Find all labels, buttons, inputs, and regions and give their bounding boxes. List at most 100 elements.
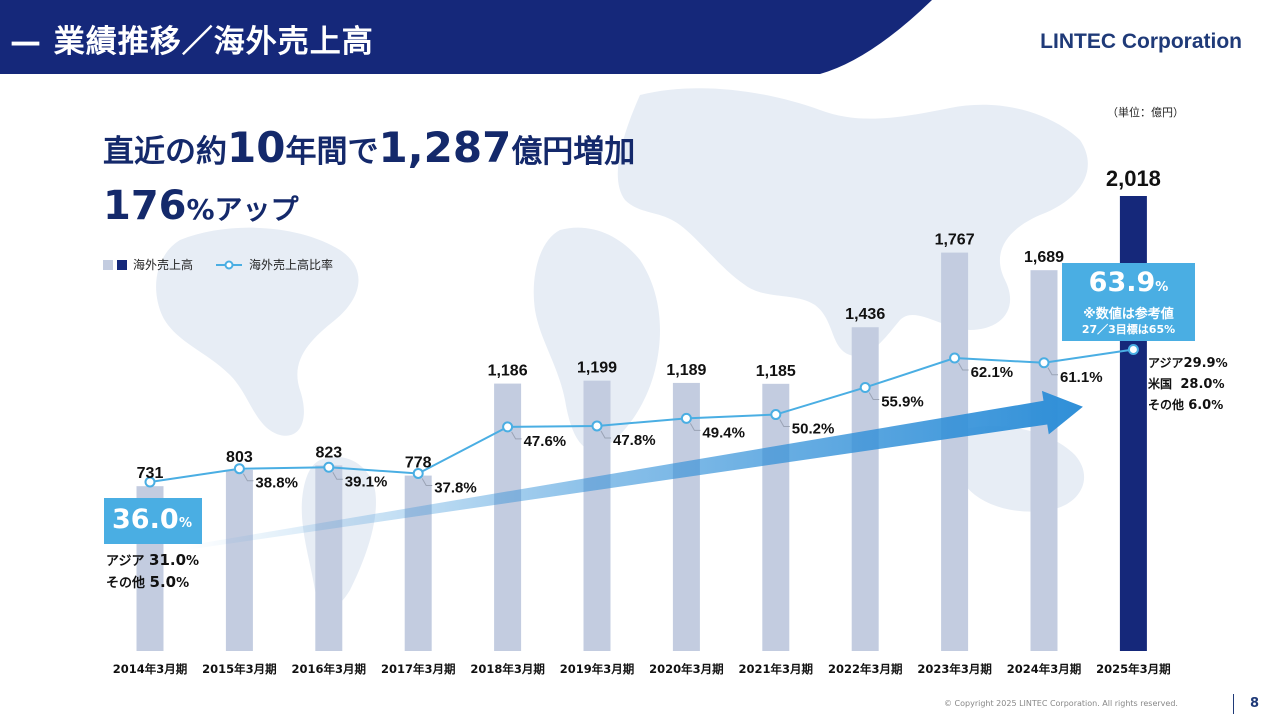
headline1-b: 10 xyxy=(227,123,286,172)
bar-value-label: 1,689 xyxy=(1024,249,1064,266)
ratio-point xyxy=(502,421,514,433)
bar xyxy=(941,252,969,652)
legend: 海外売上高 海外売上高比率 xyxy=(103,256,333,273)
ratio-point xyxy=(1038,357,1050,369)
label-leader xyxy=(689,423,701,431)
headline2-b: %アップ xyxy=(186,193,299,226)
x-tick-label: 2017年3月期 xyxy=(381,662,456,676)
breakdown-row: その他 6.0% xyxy=(1148,398,1224,413)
ratio-point xyxy=(323,461,335,473)
ratio-value-label: 61.1% xyxy=(1060,369,1103,386)
ratio-value-label: 47.8% xyxy=(613,432,656,449)
callout-2014-ratio: 36.0 % xyxy=(104,498,202,544)
ratio-value-label: 55.9% xyxy=(881,393,924,410)
ratio-value-label: 39.1% xyxy=(345,473,388,490)
ratio-value-label: 50.2% xyxy=(792,421,835,438)
ratio-value-label: 62.1% xyxy=(971,364,1014,381)
x-tick-label: 2018年3月期 xyxy=(470,662,545,676)
bar xyxy=(225,469,253,651)
headline-line1: 直近の約10年間で1,287億円増加 xyxy=(103,123,635,172)
x-tick-label: 2021年3月期 xyxy=(739,662,814,676)
company-logo-text: LINTEC Corporation xyxy=(1040,30,1242,53)
x-tick-label: 2015年3月期 xyxy=(202,662,277,676)
bar-value-label: 2,018 xyxy=(1106,166,1161,191)
ratio-value-label: 49.4% xyxy=(702,424,745,441)
legend-line-label: 海外売上高比率 xyxy=(249,258,334,272)
headline1-e: 億円増加 xyxy=(511,134,636,170)
header-banner xyxy=(0,0,932,74)
x-tick-label: 2024年3月期 xyxy=(1007,662,1082,676)
legend-swatch-dark xyxy=(117,259,127,270)
callout-right-value: 63.9 xyxy=(1088,267,1156,298)
x-tick-label: 2023年3月期 xyxy=(917,662,992,676)
unit-note: （単位：億円） xyxy=(1107,106,1184,119)
bar xyxy=(315,465,343,651)
bar-value-label: 1,436 xyxy=(845,306,885,323)
callout-2025-ratio: 63.9% ※数値は参考値 27／3目標は65% xyxy=(1062,263,1195,341)
bar xyxy=(1030,270,1058,651)
ratio-point xyxy=(591,420,603,432)
breakdown-row: アジア 31.0% xyxy=(106,551,200,569)
bar-value-label: 823 xyxy=(315,444,342,461)
ratio-point xyxy=(949,352,961,364)
x-tick-label: 2025年3月期 xyxy=(1096,662,1171,676)
bar-value-label: 1,767 xyxy=(935,232,975,249)
legend-swatch-light xyxy=(103,259,113,270)
headline-line2: 176%アップ xyxy=(103,183,299,229)
legend-bar-label: 海外売上高 xyxy=(133,258,194,272)
headline2-a: 176 xyxy=(103,183,187,229)
breakdown-row: アジア29.9% xyxy=(1148,356,1228,371)
bar-value-label: 1,189 xyxy=(666,362,706,379)
bar xyxy=(851,327,879,651)
legend-line-icon xyxy=(216,260,243,269)
ratio-point xyxy=(680,412,692,424)
breakdown-row: 米国 28.0% xyxy=(1148,377,1225,392)
callout-left-percent: % xyxy=(179,516,193,531)
bar xyxy=(762,383,790,651)
x-tick-label: 2016年3月期 xyxy=(292,662,367,676)
bar-value-label: 1,186 xyxy=(488,363,528,380)
footer-divider xyxy=(1233,694,1234,714)
page-number: 8 xyxy=(1250,696,1260,711)
page-title: — 業績推移／海外売上高 xyxy=(10,24,374,60)
copyright: © Copyright 2025 LINTEC Corporation. All… xyxy=(944,699,1178,708)
label-leader xyxy=(511,431,522,440)
ratio-value-label: 47.6% xyxy=(524,433,567,450)
breakdown-2014: アジア 31.0% その他 5.0% xyxy=(106,550,199,594)
ratio-line xyxy=(149,348,1134,483)
trend-arrow xyxy=(184,390,1083,550)
ratio-value-label: 38.8% xyxy=(255,475,298,492)
x-tick-label: 2020年3月期 xyxy=(649,662,724,676)
label-leader xyxy=(958,362,969,371)
callout-right-value-row: 63.9% xyxy=(1062,267,1195,298)
ratio-value-label: 37.8% xyxy=(434,479,477,496)
x-tick-label: 2019年3月期 xyxy=(560,662,635,676)
ratio-point xyxy=(144,476,156,488)
headline1-d: 1,287 xyxy=(378,123,512,172)
label-leader xyxy=(779,419,790,428)
ratio-point xyxy=(233,463,245,475)
ratio-point xyxy=(1127,343,1139,355)
label-leader xyxy=(421,478,433,486)
breakdown-row: その他 5.0% xyxy=(106,573,190,591)
callout-right-note2: 27／3目標は65% xyxy=(1081,323,1176,336)
label-leader xyxy=(242,473,254,482)
ratio-point xyxy=(770,409,782,421)
bar-value-label: 803 xyxy=(226,449,253,466)
callout-left-value: 36.0 xyxy=(112,504,179,535)
bar xyxy=(404,475,432,651)
callout-right-percent: % xyxy=(1155,280,1169,295)
breakdown-2025: アジア29.9% 米国 28.0% その他 6.0% xyxy=(1148,353,1228,416)
ratio-point xyxy=(412,467,424,479)
headline1-c: 年間で xyxy=(285,134,379,170)
label-leader xyxy=(600,430,611,439)
bar-value-label: 1,185 xyxy=(756,363,796,380)
x-tick-label: 2014年3月期 xyxy=(113,662,188,676)
bar-value-label: 778 xyxy=(405,455,432,472)
label-leader xyxy=(1047,367,1058,376)
label-leader xyxy=(332,472,343,480)
label-leader xyxy=(868,392,880,400)
bar-value-label: 1,199 xyxy=(577,360,617,377)
callout-right-note1: ※数値は参考値 xyxy=(1083,307,1174,322)
